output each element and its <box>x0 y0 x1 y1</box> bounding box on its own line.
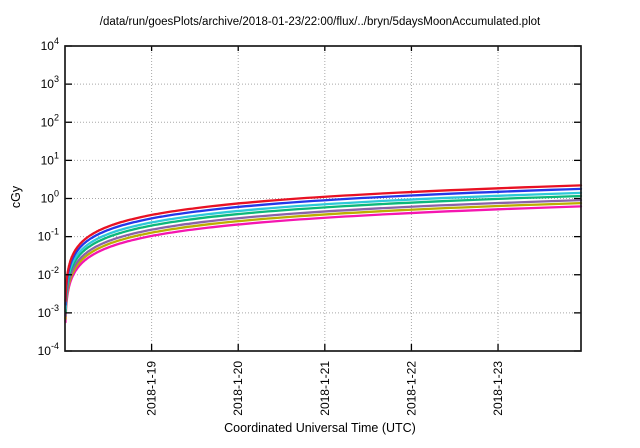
series-green-line <box>64 194 583 313</box>
x-tick-label: 2018-1-21 <box>318 361 332 416</box>
plot-border <box>64 45 582 352</box>
y-tick-label: 102 <box>41 112 59 129</box>
chart-title: /data/run/goesPlots/archive/2018-01-23/2… <box>99 16 541 28</box>
y-tick-label: 104 <box>41 36 59 53</box>
y-tick-label: 100 <box>41 189 59 206</box>
x-tick-label: 2018-1-23 <box>491 361 505 416</box>
x-tick-label: 2018-1-20 <box>231 361 245 416</box>
y-tick-label: 103 <box>41 74 59 91</box>
series-red-line <box>64 184 583 303</box>
x-tick-label: 2018-1-19 <box>145 361 159 416</box>
y-tick-label: 101 <box>41 150 59 167</box>
series-cyan-line <box>64 191 583 310</box>
y-tick-label: 10-4 <box>38 341 59 358</box>
y-tick-label: 10-2 <box>38 265 59 282</box>
x-axis-label: Coordinated Universal Time (UTC) <box>224 421 416 435</box>
y-tick-label: 10-3 <box>38 303 59 320</box>
y-tick-label: 10-1 <box>38 227 59 244</box>
x-tick-label: 2018-1-22 <box>404 361 418 416</box>
